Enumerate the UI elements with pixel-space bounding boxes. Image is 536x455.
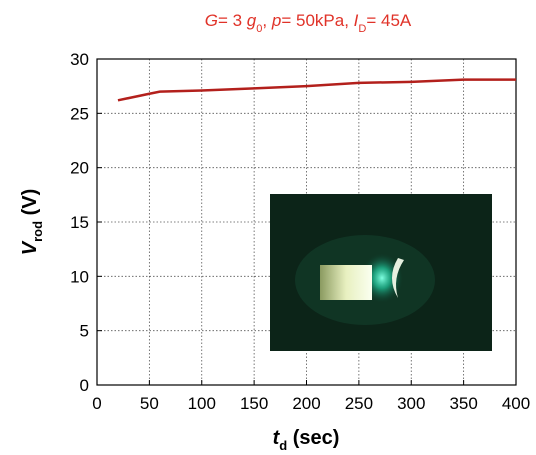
grid xyxy=(96,58,517,386)
text-segment: d xyxy=(279,438,287,453)
x-tick-label: 250 xyxy=(345,394,373,413)
text-segment: = 50kPa, xyxy=(281,11,353,30)
marks xyxy=(117,78,516,102)
text-segment: G xyxy=(205,11,218,30)
data-line xyxy=(117,78,516,102)
inset-photo xyxy=(270,194,492,351)
chart-title: G= 3 g0, p= 50kPa, ID= 45A xyxy=(205,11,412,35)
text-segment: = 3 xyxy=(218,11,247,30)
x-tick-label: 350 xyxy=(449,394,477,413)
x-tick-label: 300 xyxy=(397,394,425,413)
x-tick-label: 400 xyxy=(502,394,530,413)
text-segment: (sec) xyxy=(287,427,339,449)
text-segment: g xyxy=(247,11,257,30)
text-segment: t xyxy=(273,427,281,449)
y-tick-label: 20 xyxy=(70,159,89,178)
y-tick-label: 10 xyxy=(70,267,89,286)
x-tick-label: 200 xyxy=(292,394,320,413)
x-axis-label: td (sec) xyxy=(273,427,340,453)
text-segment: I xyxy=(354,11,359,30)
x-tick-label: 0 xyxy=(92,394,101,413)
y-tick-label: 0 xyxy=(80,376,89,395)
text-segment: , xyxy=(262,11,271,30)
text-segment: = 45A xyxy=(366,11,412,30)
y-axis-label: Vrod (V) xyxy=(19,189,45,256)
text-segment: (V) xyxy=(19,189,41,221)
x-tick-label: 50 xyxy=(140,394,159,413)
text-segment: p xyxy=(271,11,281,30)
x-tick-label: 100 xyxy=(188,394,216,413)
text-segment: 0 xyxy=(256,23,262,35)
plot-frame xyxy=(96,58,517,386)
y-tick-label: 25 xyxy=(70,104,89,123)
y-tick-label: 30 xyxy=(70,50,89,69)
text-segment: V xyxy=(19,240,41,255)
x-tick-label: 150 xyxy=(240,394,268,413)
text-segment: rod xyxy=(30,221,45,242)
y-tick-label: 5 xyxy=(80,322,89,341)
text-segment: D xyxy=(358,23,366,35)
y-tick-label: 15 xyxy=(70,213,89,232)
